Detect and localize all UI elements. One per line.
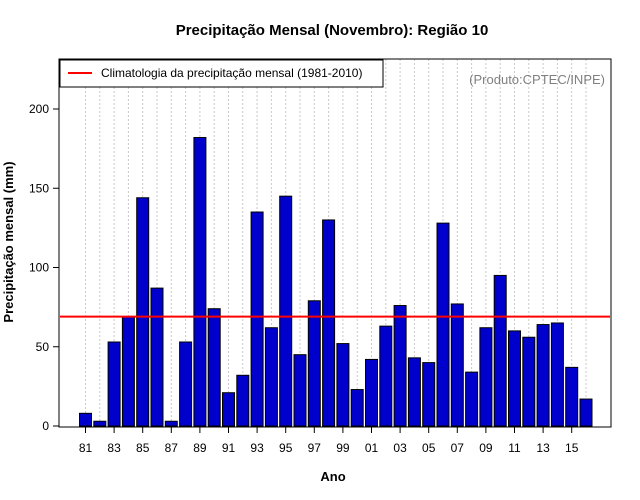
y-tick-label: 200 — [29, 102, 49, 116]
y-tick-label: 0 — [42, 419, 49, 433]
bar — [379, 325, 393, 427]
x-tick-label: 85 — [136, 441, 150, 455]
x-tick-label: 13 — [536, 441, 550, 455]
y-tick-label: 50 — [36, 340, 50, 354]
bar — [493, 274, 507, 427]
credit-text: (Produto:CPTEC/INPE) — [469, 72, 605, 87]
bar — [193, 137, 207, 427]
y-axis: 0 50 100 150 200 — [29, 102, 59, 433]
x-tick-label: 15 — [565, 441, 579, 455]
x-tick-label: 01 — [365, 441, 379, 455]
vertical-grid — [85, 59, 587, 427]
x-tick-label: 91 — [222, 441, 236, 455]
bar — [150, 287, 164, 427]
bar — [536, 324, 550, 427]
x-tick-label: 99 — [336, 441, 350, 455]
bar — [322, 219, 336, 427]
bar — [250, 211, 264, 427]
x-tick-label: 95 — [279, 441, 293, 455]
bar — [450, 303, 464, 427]
bar — [336, 343, 350, 427]
bar — [522, 336, 536, 427]
x-tick-label: 83 — [107, 441, 121, 455]
x-tick-label: 09 — [479, 441, 493, 455]
x-axis: 81 83 85 87 89 91 93 95 97 99 01 03 05 07 09 11 13 15 — [79, 427, 579, 455]
bar — [579, 398, 593, 427]
x-tick-label: 93 — [250, 441, 264, 455]
bar — [264, 327, 278, 427]
y-tick-label: 100 — [29, 261, 49, 275]
bar — [93, 420, 107, 427]
bar — [207, 308, 221, 427]
x-tick-label: 03 — [393, 441, 407, 455]
bar — [407, 357, 421, 427]
x-tick-label: 89 — [193, 441, 207, 455]
bar — [465, 371, 479, 427]
bar — [164, 420, 178, 427]
bar — [393, 305, 407, 427]
legend-box — [59, 59, 384, 88]
bar — [307, 300, 321, 427]
plot-frame — [58, 58, 612, 428]
bars — [79, 137, 593, 427]
x-tick-label: 05 — [422, 441, 436, 455]
bar — [550, 322, 564, 427]
bar — [436, 222, 450, 427]
x-axis-label: Ano — [320, 469, 345, 484]
x-tick-label: 97 — [308, 441, 322, 455]
bar — [79, 412, 92, 427]
bar — [136, 197, 150, 427]
bar — [365, 358, 378, 427]
x-tick-label: 07 — [451, 441, 465, 455]
legend: Climatologia da precipitação mensal (198… — [59, 59, 384, 88]
y-tick-label: 150 — [29, 181, 49, 195]
bar — [236, 374, 250, 427]
bar — [479, 327, 493, 427]
bar — [350, 389, 364, 427]
chart-title: Precipitação Mensal (Novembro): Região 1… — [176, 22, 489, 39]
bar — [179, 341, 193, 427]
bar — [565, 366, 579, 427]
bar — [508, 330, 521, 427]
x-tick-label: 11 — [508, 441, 521, 455]
bar — [107, 341, 121, 427]
bar — [121, 316, 135, 427]
bar — [222, 392, 235, 427]
bar — [422, 362, 436, 427]
bar — [279, 195, 293, 427]
x-tick-label: 81 — [79, 441, 93, 455]
x-tick-label: 87 — [165, 441, 179, 455]
legend-label: Climatologia da precipitação mensal (198… — [101, 66, 362, 80]
bar — [293, 354, 307, 427]
y-axis-label: Precipitação mensal (mm) — [1, 161, 16, 322]
